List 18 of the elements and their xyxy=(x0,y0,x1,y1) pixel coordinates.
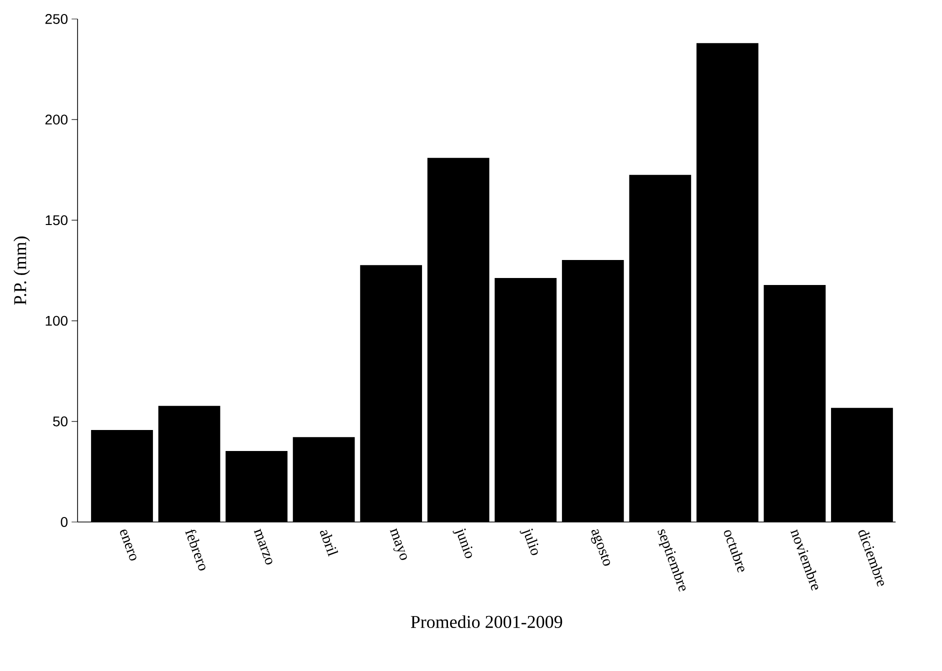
x-tick-label: diciembre xyxy=(858,530,884,587)
x-tick-label: octubre xyxy=(724,530,744,573)
y-axis-title: P.P. (mm) xyxy=(14,236,30,305)
y-tick-label: 50 xyxy=(53,416,68,426)
x-axis-title: Promedio 2001-2009 xyxy=(410,615,562,628)
y-tick-label: 100 xyxy=(46,316,68,326)
y-tick-label: 200 xyxy=(45,114,68,125)
x-tick-label: agosto xyxy=(591,529,610,566)
x-tick-label: julio xyxy=(520,528,538,556)
x-tick-label: marzo xyxy=(254,528,272,564)
y-tick-label: 250 xyxy=(45,14,68,24)
x-tick-label: mayo xyxy=(390,528,407,560)
y-tick-label: 0 xyxy=(60,517,68,527)
x-tick-label: abril xyxy=(320,530,338,557)
x-tick-label: junio xyxy=(452,528,472,558)
x-tick-label: enero xyxy=(120,530,136,561)
y-tick-label: 150 xyxy=(46,215,68,226)
x-tick-label: febrero xyxy=(185,529,206,571)
